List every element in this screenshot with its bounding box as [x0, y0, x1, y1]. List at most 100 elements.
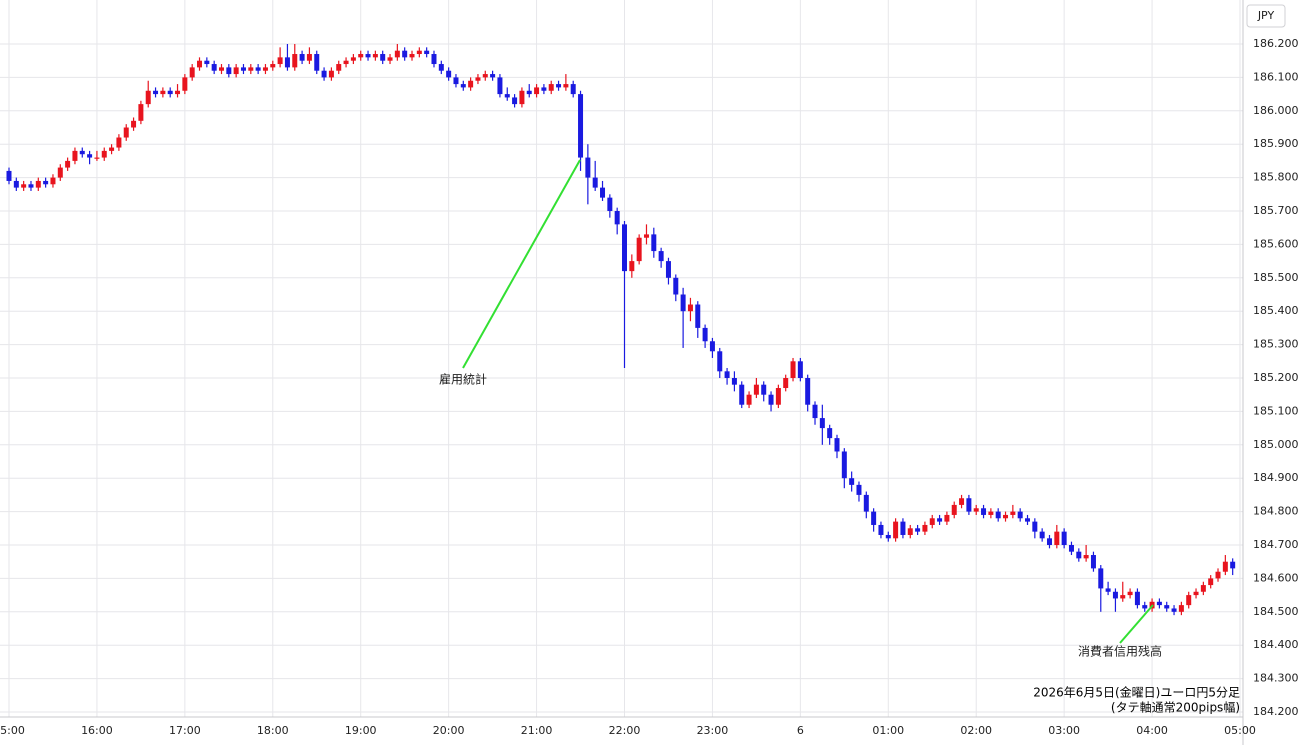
candle-body — [424, 50, 430, 55]
candle-body — [900, 521, 906, 535]
candle-body — [717, 351, 723, 372]
candle-body — [578, 94, 584, 158]
candle-body — [937, 518, 943, 522]
candle-body — [240, 67, 246, 71]
candle-body — [314, 54, 320, 71]
candle-body — [1003, 514, 1009, 519]
candle-body — [321, 70, 327, 78]
candle-body — [57, 167, 63, 178]
x-tick-label: 18:00 — [257, 724, 289, 737]
candle-body — [13, 180, 19, 188]
candle-body — [1193, 591, 1199, 596]
x-tick-label: 15:00 — [0, 724, 25, 737]
grid — [0, 0, 1243, 717]
candle-body — [101, 150, 107, 158]
candle-body — [731, 378, 737, 385]
candle-body — [1083, 555, 1089, 559]
candle-body — [438, 64, 444, 71]
annotation-line — [1119, 604, 1154, 644]
candle-body — [160, 90, 166, 95]
candle-body — [797, 361, 803, 378]
candle-body — [878, 524, 884, 535]
candle-body — [629, 261, 635, 272]
candle-body — [226, 67, 232, 75]
y-tick-label: 185.800 — [1253, 171, 1299, 184]
y-tick-label: 185.700 — [1253, 204, 1299, 217]
candle-body — [233, 67, 239, 75]
candle-body — [1186, 595, 1192, 606]
candle-body — [394, 50, 400, 58]
candle-body — [915, 528, 921, 532]
candle-body — [526, 90, 532, 95]
candle-body — [358, 54, 364, 58]
candle-body — [416, 50, 422, 55]
candle-body — [43, 180, 49, 185]
candle-body — [277, 57, 283, 65]
candle-body — [783, 378, 789, 389]
candle-body — [907, 528, 913, 535]
candle-body — [1230, 561, 1236, 569]
y-tick-label: 185.000 — [1253, 438, 1299, 451]
candle-body — [270, 64, 276, 68]
caption: 2026年6月5日(金曜日)ユーロ円5分足 — [1033, 685, 1240, 700]
candle-body — [585, 157, 591, 178]
candle-body — [973, 508, 979, 512]
candle-body — [248, 67, 254, 71]
candle-body — [607, 197, 613, 211]
candle-body — [819, 418, 825, 429]
candle-body — [775, 388, 781, 405]
y-tick-label: 185.600 — [1253, 237, 1299, 250]
candle-body — [1061, 531, 1067, 545]
candle-body — [292, 54, 298, 68]
candle-body — [863, 494, 869, 512]
y-tick-label: 184.600 — [1253, 571, 1299, 584]
candle-body — [1025, 518, 1031, 522]
candle-body — [658, 251, 664, 262]
candle-body — [284, 57, 290, 68]
candle-body — [636, 237, 642, 262]
candle-body — [94, 157, 100, 159]
candle-body — [893, 521, 899, 539]
candle-body — [922, 524, 928, 532]
candle-body — [131, 120, 137, 128]
candle-body — [365, 54, 371, 58]
candle-body — [328, 70, 334, 78]
candle-body — [409, 54, 415, 58]
candle-body — [1215, 571, 1221, 579]
y-tick-label: 184.200 — [1253, 705, 1299, 718]
candle-body — [849, 478, 855, 485]
candle-body — [709, 341, 715, 352]
caption: (タテ軸通常200pips幅) — [1111, 700, 1240, 715]
candle-body — [1046, 538, 1052, 545]
candle-body — [255, 67, 261, 71]
candle-body — [805, 378, 811, 405]
x-tick-label: 6 — [797, 724, 804, 737]
y-tick-label: 185.500 — [1253, 271, 1299, 284]
candle-body — [1164, 605, 1170, 609]
candle-body — [856, 484, 862, 495]
y-tick-label: 185.300 — [1253, 338, 1299, 351]
candle-body — [988, 511, 994, 515]
candle-body — [1090, 555, 1096, 569]
candle-body — [65, 160, 71, 168]
candle-body — [885, 534, 891, 539]
candle-body — [189, 67, 195, 78]
candle-body — [1010, 511, 1016, 515]
candle-body — [446, 70, 452, 78]
candle-body — [475, 77, 481, 81]
y-axis-panel — [1243, 0, 1300, 745]
candle-body — [1208, 578, 1214, 586]
candle-body — [959, 498, 965, 505]
x-tick-label: 23:00 — [697, 724, 729, 737]
candle-body — [1120, 595, 1126, 599]
candle-body — [145, 90, 151, 105]
candle-body — [665, 261, 671, 278]
candle-body — [753, 384, 759, 395]
y-tick-label: 184.700 — [1253, 538, 1299, 551]
candle-body — [556, 84, 562, 88]
ticks: 184.200 184.300 184.400 184.500 184.600 184.7… — [0, 37, 1299, 737]
candle-body — [592, 177, 598, 188]
x-tick-label: 01:00 — [872, 724, 904, 737]
candle-body — [50, 177, 56, 185]
x-tick-label: 05:00 — [1224, 724, 1256, 737]
